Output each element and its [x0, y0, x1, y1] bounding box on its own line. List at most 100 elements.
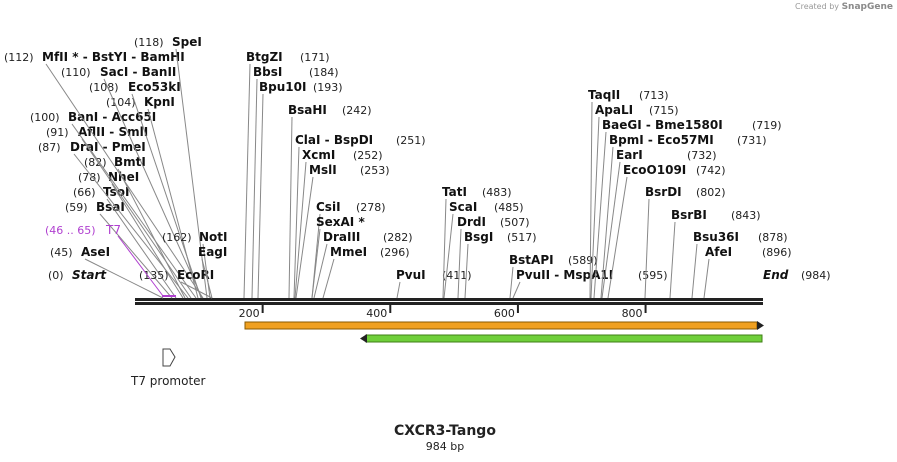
enzyme-label: Bpu10I [259, 80, 306, 94]
site-position: (595) [638, 269, 668, 282]
enzyme-label: EcoO109I [623, 163, 686, 177]
site-position: (66) [73, 186, 96, 199]
site-position: (732) [687, 149, 717, 162]
cut-site-leader [703, 258, 710, 299]
promoter-arrow-icon [162, 348, 176, 367]
site-position: (45) [50, 246, 73, 259]
map-title: CXCR3-Tango [394, 423, 496, 439]
site-position: (878) [758, 231, 788, 244]
cut-site-leader [644, 198, 650, 299]
site-position: (713) [639, 89, 669, 102]
site-position: (252) [353, 149, 383, 162]
cut-site-leader [293, 146, 300, 299]
cut-site-leader [251, 78, 258, 299]
enzyme-label: TsoI [103, 185, 129, 199]
enzyme-label: BaeGI - Bme1580I [602, 118, 723, 132]
cut-site-leader [81, 138, 192, 299]
enzyme-label: PvuII - MspA1I [516, 268, 613, 282]
primer-binding-mark [162, 295, 176, 297]
snapgene-logo-text: SnapGene [841, 2, 893, 12]
enzyme-label: SexAI * [316, 215, 365, 229]
cut-site-leader [73, 153, 189, 299]
ruler-label: 600 [494, 307, 515, 320]
cut-site-leader [593, 131, 607, 299]
site-position: (742) [696, 164, 726, 177]
cut-site-leader [457, 228, 462, 299]
cut-site-leader [147, 108, 199, 299]
cut-site-leader [106, 198, 177, 299]
enzyme-label: BanI - Acc65I [68, 110, 156, 124]
ruler-label: 200 [239, 307, 260, 320]
cut-site-leader [464, 243, 469, 299]
enzyme-label: Start [72, 268, 107, 282]
cut-site-leader [117, 168, 186, 299]
cut-site-leader [396, 281, 401, 299]
enzyme-label: MslI [309, 163, 337, 177]
enzyme-label: ApaLI [595, 103, 633, 117]
enzyme-label: AfeI [705, 245, 732, 259]
enzyme-label: TaqII [588, 88, 620, 102]
primer-name: T7 [105, 223, 121, 237]
enzyme-label: EcoRI [177, 268, 214, 282]
cut-site-leader [600, 146, 614, 299]
dna-strand-top [135, 298, 763, 301]
site-position: (108) [89, 81, 119, 94]
cut-site-leader [84, 258, 164, 299]
cut-site-leader [669, 221, 676, 299]
enzyme-label: End [763, 268, 789, 282]
site-position: (411) [442, 269, 472, 282]
cut-site-leader [175, 48, 208, 299]
site-position: (719) [752, 119, 782, 132]
enzyme-label: KpnI [144, 95, 175, 109]
enzyme-label: BtgZI [246, 50, 283, 64]
cut-site-leader [512, 281, 521, 299]
cut-site-leader [322, 258, 335, 299]
cut-site-leader [45, 63, 204, 299]
cut-site-leader [590, 116, 600, 299]
orange-feature-arrowhead [757, 321, 764, 330]
site-position: (278) [356, 201, 386, 214]
site-position: (0) [48, 269, 64, 282]
enzyme-label: DraI - PmeI [70, 140, 146, 154]
primer-range: (46 .. 65) [45, 224, 96, 237]
cut-site-leader [71, 123, 197, 299]
site-position: (162) [162, 231, 192, 244]
ruler-label: 400 [366, 307, 387, 320]
cut-site-leader [607, 176, 628, 299]
site-position: (135) [139, 269, 169, 282]
enzyme-label: DrdI [457, 215, 486, 229]
cut-site-leader [313, 243, 328, 299]
cut-site-leader [99, 213, 173, 299]
enzyme-label: XcmI [302, 148, 335, 162]
enzyme-label: MfII * - BstYI - BamHI [42, 50, 185, 64]
enzyme-label: Eco53kI [128, 80, 181, 94]
enzyme-label: ScaI [449, 200, 477, 214]
site-position: (91) [46, 126, 69, 139]
enzyme-label: EarI [616, 148, 643, 162]
site-position: (110) [61, 66, 91, 79]
enzyme-label: BmtI [114, 155, 146, 169]
site-position: (896) [762, 246, 792, 259]
enzyme-label: SacI - BanII [100, 65, 176, 79]
cut-site-leader [180, 281, 213, 299]
cut-site-leader [442, 198, 447, 299]
cut-site-leader [131, 93, 202, 299]
enzyme-label: BpmI - Eco57MI [609, 133, 714, 147]
site-position: (483) [482, 186, 512, 199]
enzyme-label: BsgI [464, 230, 493, 244]
site-position: (253) [360, 164, 390, 177]
cut-site-leader [243, 63, 251, 299]
enzyme-label: TatI [442, 185, 467, 199]
watermark: Created by SnapGene [795, 2, 893, 12]
site-position: (715) [649, 104, 679, 117]
watermark-prefix: Created by [795, 2, 840, 11]
enzyme-label: CsiI [316, 200, 341, 214]
enzyme-label: BsrDI [645, 185, 682, 199]
green-feature-arrowhead [360, 334, 367, 343]
site-position: (296) [380, 246, 410, 259]
site-position: (184) [309, 66, 339, 79]
enzyme-label: ClaI - BspDI [295, 133, 373, 147]
green-feature-bar [365, 334, 763, 343]
enzyme-label: BstAPI [509, 253, 554, 267]
